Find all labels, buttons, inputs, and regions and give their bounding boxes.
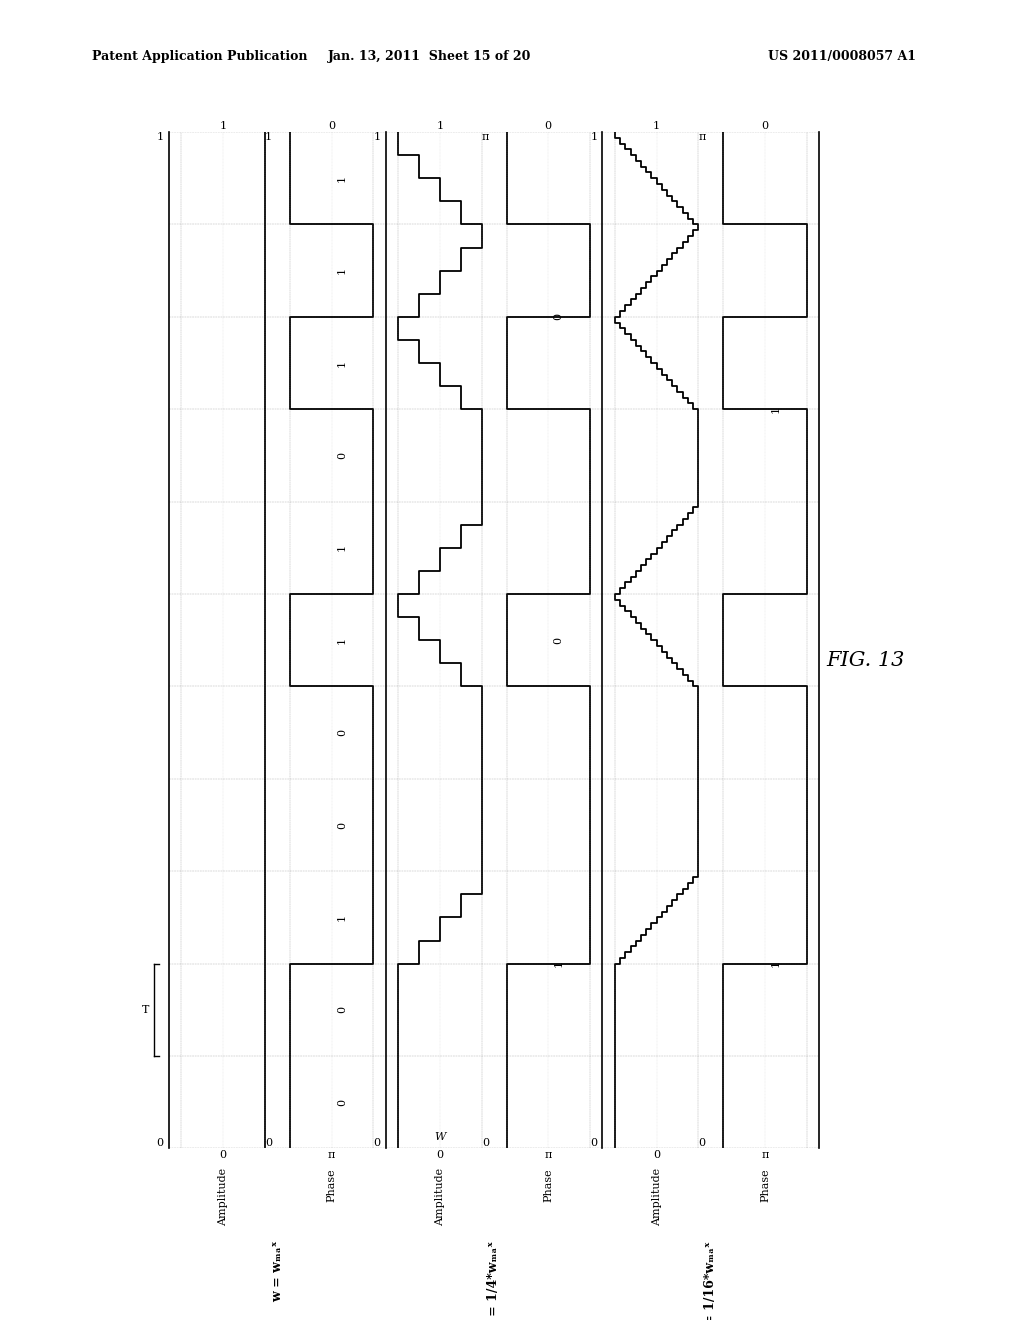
Text: 0: 0	[436, 1150, 443, 1160]
Text: 0: 0	[337, 451, 347, 459]
Text: Phase: Phase	[327, 1168, 337, 1201]
Text: 1: 1	[337, 267, 347, 275]
Text: 0: 0	[157, 1138, 164, 1148]
Text: 0: 0	[337, 821, 347, 829]
Text: π: π	[761, 1150, 769, 1160]
Text: 1: 1	[157, 132, 164, 143]
Text: Phase: Phase	[760, 1168, 770, 1201]
Text: 0: 0	[265, 1138, 272, 1148]
Text: T: T	[141, 1005, 150, 1015]
Text: 0: 0	[590, 1138, 597, 1148]
Text: 1: 1	[265, 132, 272, 143]
Text: 1: 1	[770, 960, 780, 968]
Text: W: W	[434, 1131, 445, 1142]
Text: 0: 0	[762, 120, 769, 131]
Text: 0: 0	[545, 120, 552, 131]
Text: 0: 0	[554, 313, 563, 321]
Text: 1: 1	[653, 120, 660, 131]
Text: 1: 1	[770, 405, 780, 413]
Text: Phase: Phase	[544, 1168, 553, 1201]
Text: FIG. 13: FIG. 13	[826, 651, 904, 669]
Text: Patent Application Publication: Patent Application Publication	[92, 50, 307, 63]
Text: 1: 1	[374, 132, 381, 143]
Text: 1: 1	[337, 636, 347, 644]
Text: 0: 0	[554, 636, 563, 644]
Text: 1: 1	[590, 132, 597, 143]
Text: π: π	[328, 1150, 335, 1160]
Text: π: π	[545, 1150, 552, 1160]
Text: 1: 1	[337, 544, 347, 552]
Text: w = 1/16*wₘₐˣ: w = 1/16*wₘₐˣ	[705, 1241, 718, 1320]
Text: 1: 1	[337, 359, 347, 367]
Text: 0: 0	[698, 1138, 706, 1148]
Text: US 2011/0008057 A1: US 2011/0008057 A1	[768, 50, 916, 63]
Text: Amplitude: Amplitude	[435, 1168, 444, 1226]
Text: 0: 0	[653, 1150, 660, 1160]
Text: 1: 1	[337, 174, 347, 182]
Text: w = 1/4*wₘₐˣ: w = 1/4*wₘₐˣ	[487, 1241, 501, 1320]
Text: Jan. 13, 2011  Sheet 15 of 20: Jan. 13, 2011 Sheet 15 of 20	[329, 50, 531, 63]
Text: 0: 0	[328, 120, 335, 131]
Text: 0: 0	[337, 1098, 347, 1106]
Text: 1: 1	[337, 913, 347, 921]
Text: 0: 0	[482, 1138, 489, 1148]
Text: 0: 0	[219, 1150, 226, 1160]
Text: π: π	[481, 132, 489, 143]
Text: w = wₘₐˣ: w = wₘₐˣ	[270, 1241, 284, 1303]
Text: 0: 0	[337, 1006, 347, 1014]
Text: Amplitude: Amplitude	[218, 1168, 228, 1226]
Text: 0: 0	[337, 729, 347, 737]
Text: 1: 1	[554, 960, 563, 968]
Text: 0: 0	[374, 1138, 381, 1148]
Text: 1: 1	[436, 120, 443, 131]
Text: Amplitude: Amplitude	[651, 1168, 662, 1226]
Text: π: π	[698, 132, 706, 143]
Text: 1: 1	[219, 120, 226, 131]
